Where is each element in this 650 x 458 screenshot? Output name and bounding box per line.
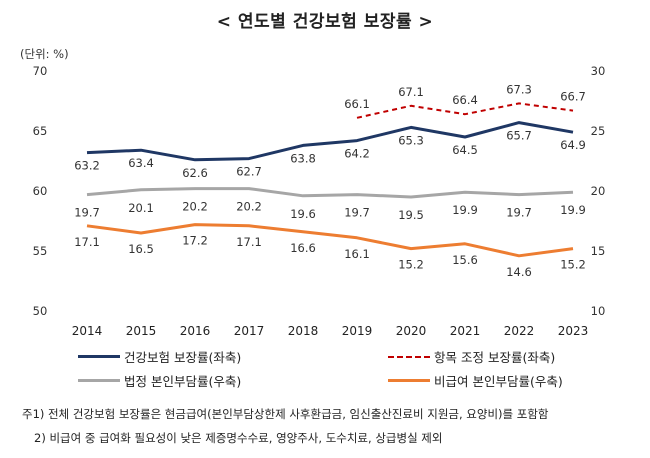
x-tick-label: 2022 [504,324,535,338]
legend-item-health-coverage: 건강보험 보장률(좌축) [78,347,241,366]
data-label: 64.2 [344,147,370,161]
y-left-tick-label: 65 [33,124,48,138]
data-label: 20.2 [182,200,208,214]
data-label: 15.2 [560,258,586,272]
legend-label: 건강보험 보장률(좌축) [124,350,242,365]
legend-swatch [388,355,430,358]
y-right-tick-label: 30 [591,64,606,78]
footnote-2: 2) 비급여 중 급여화 필요성이 낮은 제증명수수료, 영양주사, 도수치료,… [34,431,443,445]
data-label: 19.6 [290,207,316,221]
data-label: 19.7 [74,206,100,220]
y-left-tick-label: 50 [33,304,48,318]
data-label: 16.5 [128,242,154,256]
data-label: 62.7 [236,165,262,179]
legend-label: 항목 조정 보장률(좌축) [434,350,556,365]
y-right-tick-label: 10 [591,304,606,318]
data-label: 67.1 [398,85,424,99]
legend-item-adjusted-coverage: 항목 조정 보장률(좌축) [388,347,555,366]
y-left-tick-label: 70 [33,64,48,78]
series-statutory-copay-line [86,187,574,199]
data-label: 17.2 [182,234,208,248]
data-label: 66.4 [452,93,478,107]
legend-swatch [78,379,120,382]
y-left-tick-label: 55 [33,244,48,258]
legend-label: 비급여 본인부담률(우축) [434,374,563,389]
data-label: 63.8 [290,151,316,165]
data-label: 19.7 [506,206,532,220]
x-tick-label: 2019 [342,324,373,338]
data-label: 16.6 [290,241,316,255]
data-label: 19.9 [452,203,478,217]
data-label: 62.6 [182,166,208,180]
data-label: 16.1 [344,247,370,261]
data-label: 17.1 [236,235,262,249]
data-label: 65.7 [506,129,532,143]
x-tick-label: 2020 [396,324,427,338]
legend-item-noncovered-copay: 비급여 본인부담률(우축) [388,371,563,390]
data-label: 66.7 [560,90,586,104]
data-label: 67.3 [506,82,532,96]
footnote-1: 주1) 전체 건강보험 보장률은 현금급여(본인부담상한제 사후환급금, 임신출… [22,407,549,421]
data-label: 20.2 [236,200,262,214]
x-tick-label: 2021 [450,324,481,338]
y-right-tick-label: 20 [591,184,606,198]
legend-swatch [388,379,430,382]
y-right-tick-label: 15 [591,244,606,258]
y-right-tick-label: 25 [591,124,606,138]
chart-title: < 연도별 건강보험 보장률 > [216,12,434,32]
x-tick-label: 2015 [126,324,157,338]
x-tick-label: 2018 [288,324,319,338]
series-adjusted-coverage-line [356,102,574,119]
data-label: 64.9 [560,138,586,152]
data-label: 19.5 [398,208,424,222]
series-health-coverage-line [86,121,574,162]
data-label: 15.6 [452,253,478,267]
series-noncovered-copay-line [86,223,574,258]
data-label: 63.4 [128,156,154,170]
data-label: 15.2 [398,258,424,272]
data-label: 20.1 [128,201,154,215]
data-label: 66.1 [344,97,370,111]
data-label: 19.7 [344,206,370,220]
x-tick-label: 2023 [558,324,589,338]
x-tick-label: 2017 [234,324,265,338]
x-tick-label: 2014 [72,324,103,338]
legend-item-statutory-copay: 법정 본인부담률(우축) [78,371,241,390]
data-label: 19.9 [560,203,586,217]
legend-swatch [78,355,120,358]
legend-label: 법정 본인부담률(우축) [124,374,242,389]
x-tick-label: 2016 [180,324,211,338]
unit-label: (단위: %) [20,47,69,61]
data-label: 17.1 [74,235,100,249]
data-label: 63.2 [74,159,100,173]
data-label: 65.3 [398,133,424,147]
data-label: 64.5 [452,143,478,157]
y-left-tick-label: 60 [33,184,48,198]
data-label: 14.6 [506,265,532,279]
